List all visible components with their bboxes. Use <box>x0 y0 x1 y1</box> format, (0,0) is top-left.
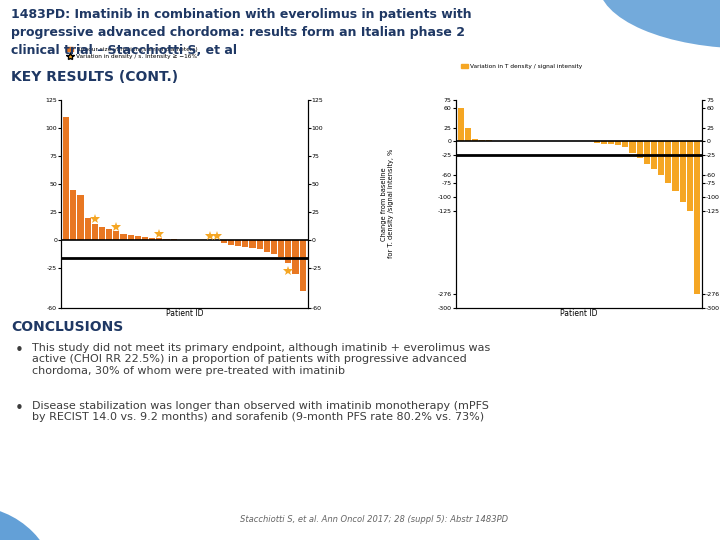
Legend: Tumour size variation (sum of diameters), Variation in density / s. Intensity ≥ : Tumour size variation (sum of diameters)… <box>64 45 200 61</box>
Bar <box>593 141 600 143</box>
Bar <box>622 141 629 147</box>
Text: •: • <box>14 401 23 416</box>
Bar <box>127 235 134 240</box>
Bar <box>292 240 299 274</box>
Bar <box>472 139 478 141</box>
Bar <box>113 231 120 240</box>
Text: clinical trial – Stacchiotti S, et al: clinical trial – Stacchiotti S, et al <box>11 44 237 57</box>
Y-axis label: Change from baseline
for T. density /signal intensity, %: Change from baseline for T. density /sig… <box>381 149 394 259</box>
Bar <box>92 224 98 240</box>
Bar <box>457 108 464 141</box>
Text: This study did not meet its primary endpoint, although imatinib + everolimus was: This study did not meet its primary endp… <box>32 343 490 376</box>
Text: 1483PD: Imatinib in combination with everolimus in patients with: 1483PD: Imatinib in combination with eve… <box>11 8 472 21</box>
Bar <box>85 218 91 240</box>
Bar <box>300 240 306 291</box>
Bar <box>120 234 127 240</box>
Ellipse shape <box>0 507 58 540</box>
Text: Stacchiotti S, et al. Ann Oncol 2017; 28 (suppl 5): Abstr 1483PD: Stacchiotti S, et al. Ann Oncol 2017; 28… <box>240 515 508 524</box>
Bar <box>636 141 643 158</box>
Text: progressive advanced chordoma: results form an Italian phase 2: progressive advanced chordoma: results f… <box>11 26 465 39</box>
Text: •: • <box>14 343 23 358</box>
Bar <box>99 227 105 240</box>
Bar <box>680 141 685 202</box>
Bar <box>608 141 614 144</box>
Bar <box>135 236 141 240</box>
X-axis label: Patient ID: Patient ID <box>560 309 598 318</box>
Bar <box>464 127 471 141</box>
Bar <box>235 240 241 246</box>
Bar <box>278 240 284 257</box>
Bar <box>629 141 636 153</box>
Bar <box>256 240 263 249</box>
Bar <box>221 240 227 242</box>
Bar <box>171 239 176 240</box>
Legend: Variation in T density / signal intensity: Variation in T density / signal intensit… <box>459 61 585 71</box>
Bar <box>149 238 156 240</box>
Bar <box>63 117 69 240</box>
Bar <box>644 141 650 164</box>
Bar <box>71 190 76 240</box>
Bar <box>615 141 621 145</box>
Ellipse shape <box>598 0 720 49</box>
Bar <box>142 237 148 240</box>
Bar <box>271 240 277 254</box>
Bar <box>665 141 671 183</box>
Bar <box>285 240 292 263</box>
Text: KEY RESULTS (CONT.): KEY RESULTS (CONT.) <box>11 70 178 84</box>
X-axis label: Patient ID: Patient ID <box>166 309 203 318</box>
Bar <box>163 239 170 240</box>
Bar <box>106 229 112 240</box>
Bar <box>672 141 678 191</box>
Bar <box>658 141 665 175</box>
Bar <box>600 141 607 144</box>
Bar <box>228 240 234 245</box>
Bar <box>249 240 256 248</box>
Text: CONCLUSIONS: CONCLUSIONS <box>11 320 123 334</box>
Bar <box>694 141 700 294</box>
Bar <box>479 140 485 141</box>
Bar <box>243 240 248 247</box>
Bar <box>651 141 657 169</box>
Bar <box>486 140 492 141</box>
Bar <box>264 240 270 252</box>
Bar <box>156 238 163 240</box>
Bar <box>78 195 84 240</box>
Bar <box>687 141 693 211</box>
Text: Disease stabilization was longer than observed with imatinib monotherapy (mPFS
b: Disease stabilization was longer than ob… <box>32 401 490 422</box>
